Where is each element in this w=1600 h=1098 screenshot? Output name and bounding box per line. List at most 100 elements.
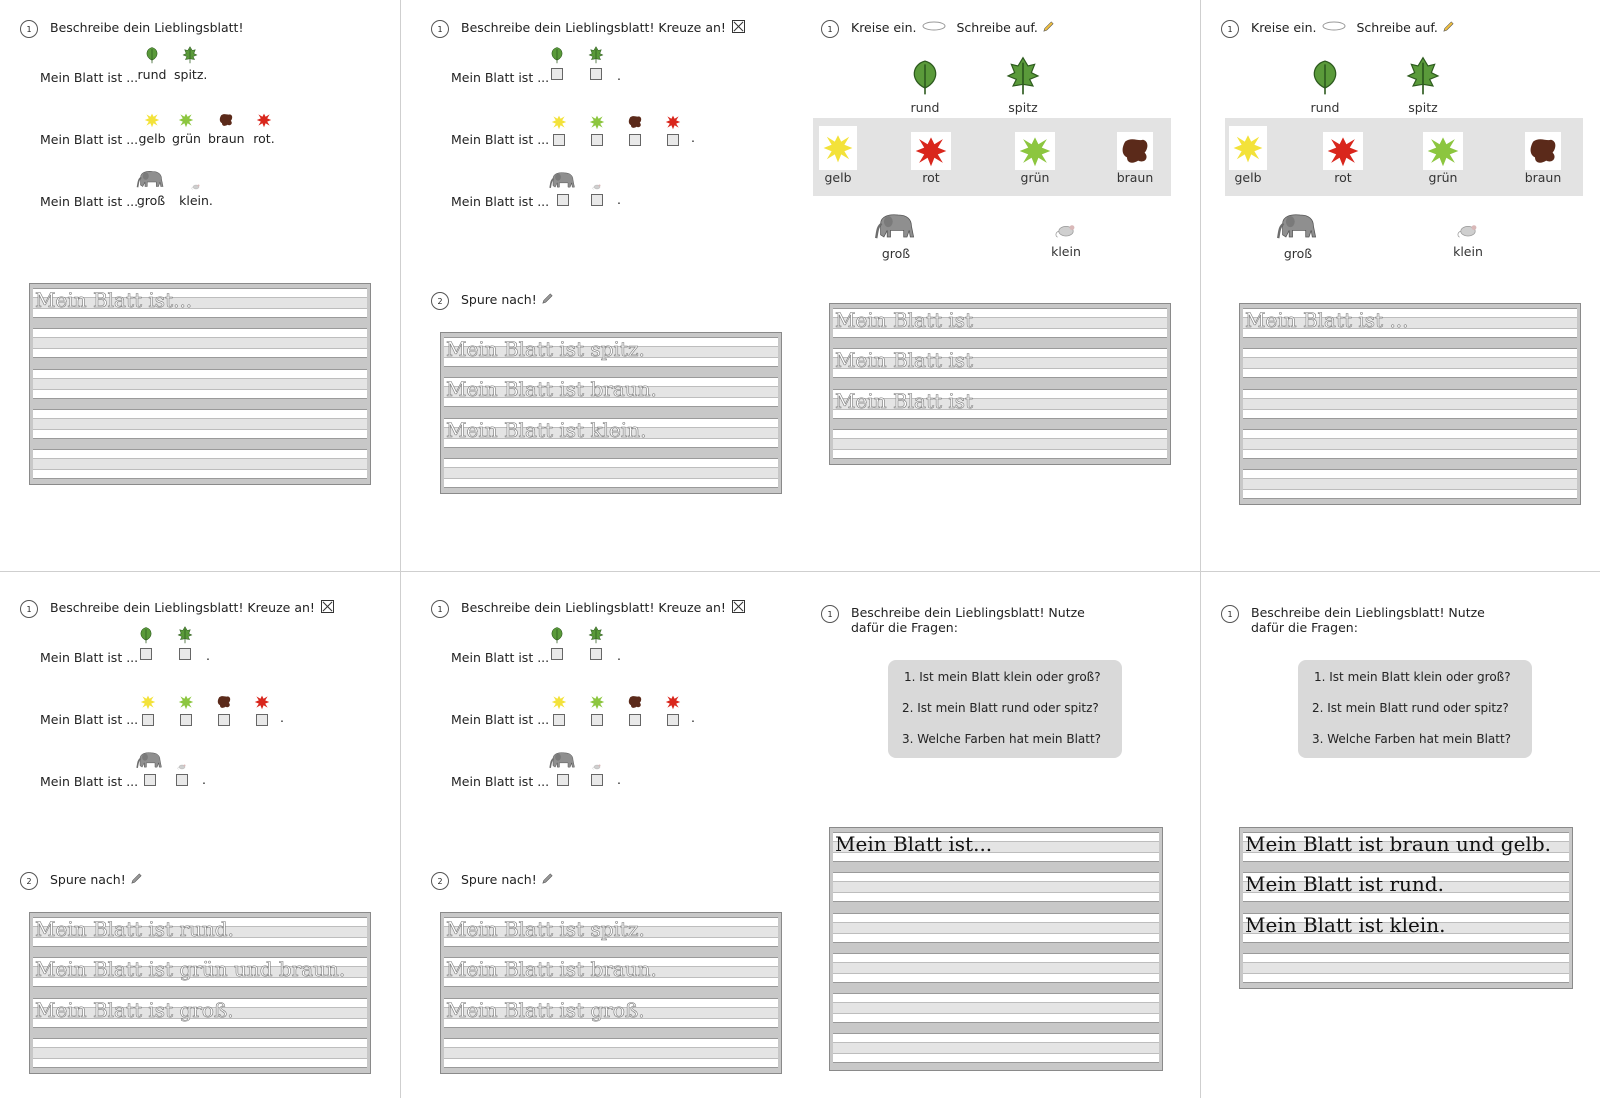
small-choice[interactable]: klein <box>1051 220 1081 259</box>
writing-line[interactable]: Mein Blatt ist spitz. <box>444 337 778 367</box>
small-option[interactable]: klein. <box>176 168 216 208</box>
pointed-leaf-choice[interactable]: spitz <box>1003 56 1043 115</box>
green-choice[interactable]: grün <box>1015 132 1055 185</box>
checkbox[interactable] <box>551 68 563 80</box>
big-choice[interactable]: groß <box>873 210 919 261</box>
writing-line[interactable] <box>1243 389 1577 419</box>
writing-line[interactable]: Mein Blatt ist <box>833 348 1167 378</box>
writing-line[interactable] <box>833 429 1167 459</box>
writing-line[interactable]: Mein Blatt ist klein. <box>1243 913 1569 943</box>
checkbox[interactable] <box>256 714 268 726</box>
big-checkbox[interactable] <box>547 170 579 206</box>
writing-line[interactable]: Mein Blatt ist <box>833 308 1167 338</box>
writing-line[interactable]: Mein Blatt ist spitz. <box>444 917 778 947</box>
checkbox[interactable] <box>144 774 156 786</box>
round-leaf-choice[interactable]: rund <box>1305 58 1345 115</box>
writing-line[interactable] <box>33 409 367 439</box>
green-checkbox[interactable] <box>587 114 607 146</box>
writing-line[interactable] <box>444 458 778 488</box>
checkbox[interactable] <box>667 134 679 146</box>
checkbox[interactable] <box>557 194 569 206</box>
checkbox[interactable] <box>557 774 569 786</box>
small-checkbox[interactable] <box>587 750 607 786</box>
checkbox[interactable] <box>590 648 602 660</box>
brown-choice[interactable]: braun <box>1113 132 1157 185</box>
checkbox[interactable] <box>629 134 641 146</box>
writing-line[interactable] <box>833 953 1159 983</box>
big-checkbox[interactable] <box>547 750 579 786</box>
writing-line[interactable]: Mein Blatt ist braun. <box>444 377 778 407</box>
checkbox[interactable] <box>591 134 603 146</box>
writing-line[interactable] <box>33 1038 367 1068</box>
round-leaf-checkbox[interactable] <box>136 626 156 660</box>
writing-line[interactable] <box>1243 469 1577 499</box>
small-checkbox[interactable] <box>172 750 192 786</box>
checkbox[interactable] <box>140 648 152 660</box>
checkbox[interactable] <box>591 774 603 786</box>
checkbox[interactable] <box>591 194 603 206</box>
writing-line[interactable] <box>33 328 367 358</box>
writing-line[interactable]: Mein Blatt ist rund. <box>33 917 367 947</box>
writing-line[interactable]: Mein Blatt ist... <box>833 832 1159 862</box>
yellow-checkbox[interactable] <box>138 694 158 726</box>
checkbox[interactable] <box>591 714 603 726</box>
writing-line[interactable] <box>1243 429 1577 459</box>
writing-line[interactable] <box>833 993 1159 1023</box>
red-choice[interactable]: rot <box>1323 132 1363 185</box>
brown-option[interactable]: braun <box>208 112 245 146</box>
green-checkbox[interactable] <box>176 694 196 726</box>
yellow-choice[interactable]: gelb <box>1229 126 1267 185</box>
pointed-leaf-checkbox[interactable] <box>175 626 195 660</box>
red-checkbox[interactable] <box>252 694 272 726</box>
green-option[interactable]: grün <box>172 112 201 146</box>
writing-line[interactable]: Mein Blatt ist rund. <box>1243 872 1569 902</box>
red-checkbox[interactable] <box>663 694 683 726</box>
yellow-choice[interactable]: gelb <box>819 126 857 185</box>
checkbox[interactable] <box>180 714 192 726</box>
brown-checkbox[interactable] <box>625 114 645 146</box>
writing-line[interactable]: Mein Blatt ist groß. <box>444 998 778 1028</box>
writing-line[interactable]: Mein Blatt ist groß. <box>33 998 367 1028</box>
yellow-checkbox[interactable] <box>549 114 569 146</box>
big-checkbox[interactable] <box>134 750 166 786</box>
round-leaf-checkbox[interactable] <box>547 626 567 660</box>
writing-line[interactable]: Mein Blatt ist klein. <box>444 418 778 448</box>
pointed-leaf-checkbox[interactable] <box>586 46 606 80</box>
writing-line[interactable]: Mein Blatt ist ... <box>1243 308 1577 338</box>
writing-line[interactable]: Mein Blatt ist braun und gelb. <box>1243 832 1569 862</box>
checkbox[interactable] <box>553 134 565 146</box>
big-option[interactable]: groß <box>134 168 168 208</box>
yellow-checkbox[interactable] <box>549 694 569 726</box>
checkbox[interactable] <box>176 774 188 786</box>
writing-line[interactable] <box>444 1038 778 1068</box>
writing-line[interactable]: Mein Blatt ist braun. <box>444 957 778 987</box>
writing-line[interactable] <box>1243 348 1577 378</box>
writing-line[interactable] <box>833 872 1159 902</box>
brown-checkbox[interactable] <box>625 694 645 726</box>
red-checkbox[interactable] <box>663 114 683 146</box>
checkbox[interactable] <box>179 648 191 660</box>
writing-line[interactable] <box>1243 953 1569 983</box>
pointed-leaf-choice[interactable]: spitz <box>1403 56 1443 115</box>
brown-checkbox[interactable] <box>214 694 234 726</box>
checkbox[interactable] <box>551 648 563 660</box>
writing-line[interactable] <box>33 369 367 399</box>
checkbox[interactable] <box>590 68 602 80</box>
yellow-option[interactable]: gelb <box>138 112 166 146</box>
checkbox[interactable] <box>142 714 154 726</box>
pointed-leaf-checkbox[interactable] <box>586 626 606 660</box>
green-choice[interactable]: grün <box>1423 132 1463 185</box>
pointed-leaf-option[interactable]: spitz. <box>174 46 207 82</box>
red-option[interactable]: rot. <box>252 112 276 146</box>
writing-line[interactable] <box>833 913 1159 943</box>
round-leaf-choice[interactable]: rund <box>905 58 945 115</box>
small-choice[interactable]: klein <box>1453 220 1483 259</box>
round-leaf-checkbox[interactable] <box>547 46 567 80</box>
brown-choice[interactable]: braun <box>1521 132 1565 185</box>
red-choice[interactable]: rot <box>911 132 951 185</box>
green-checkbox[interactable] <box>587 694 607 726</box>
small-checkbox[interactable] <box>587 170 607 206</box>
checkbox[interactable] <box>629 714 641 726</box>
checkbox[interactable] <box>667 714 679 726</box>
round-leaf-option[interactable]: rund <box>136 46 168 82</box>
